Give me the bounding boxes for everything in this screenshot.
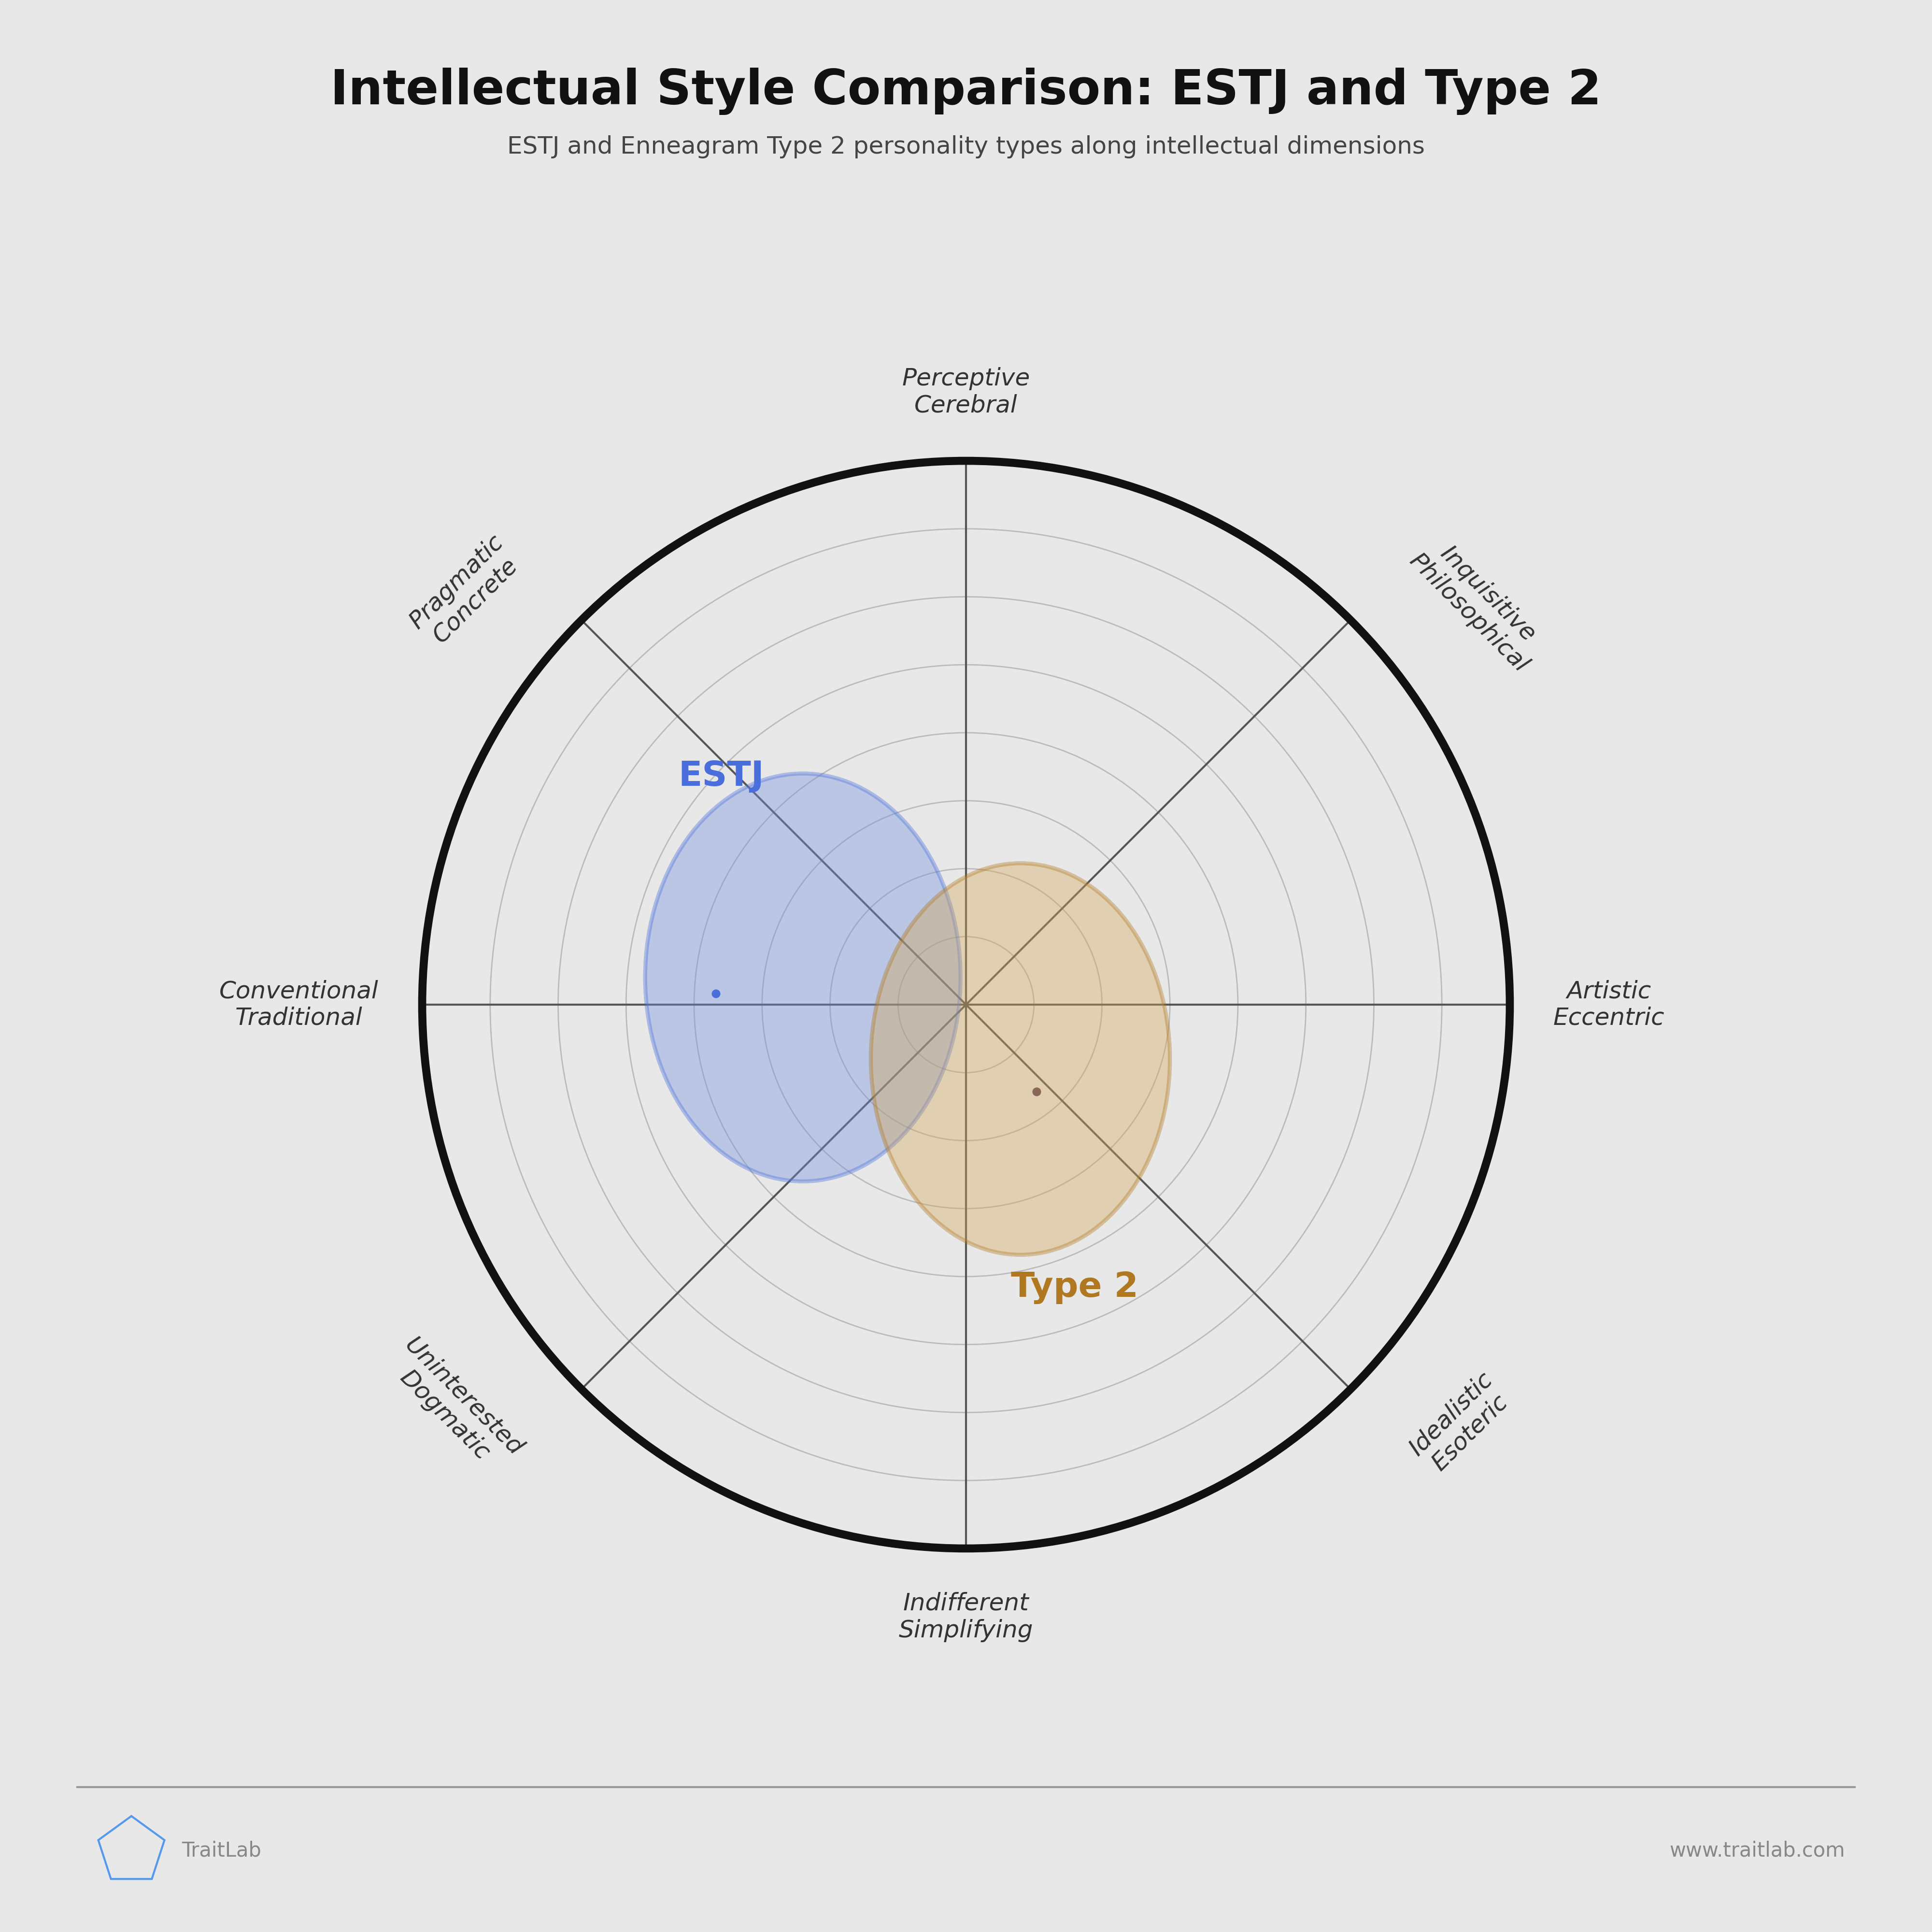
Text: ESTJ: ESTJ	[678, 759, 765, 792]
Text: Intellectual Style Comparison: ESTJ and Type 2: Intellectual Style Comparison: ESTJ and …	[330, 68, 1602, 116]
Ellipse shape	[645, 773, 960, 1180]
Text: Conventional
Traditional: Conventional Traditional	[220, 980, 379, 1030]
Text: Idealistic
Esoteric: Idealistic Esoteric	[1405, 1368, 1517, 1478]
Text: Pragmatic
Concrete: Pragmatic Concrete	[406, 531, 527, 653]
Text: www.traitlab.com: www.traitlab.com	[1669, 1841, 1845, 1861]
Ellipse shape	[871, 864, 1171, 1254]
Text: Artistic
Eccentric: Artistic Eccentric	[1553, 980, 1665, 1030]
Text: Type 2: Type 2	[1010, 1271, 1138, 1304]
Text: ESTJ and Enneagram Type 2 personality types along intellectual dimensions: ESTJ and Enneagram Type 2 personality ty…	[506, 135, 1426, 158]
Text: TraitLab: TraitLab	[182, 1841, 261, 1861]
Text: Uninterested
Dogmatic: Uninterested Dogmatic	[381, 1333, 527, 1478]
Text: Inquisitive
Philosophical: Inquisitive Philosophical	[1405, 531, 1551, 676]
Text: Perceptive
Cerebral: Perceptive Cerebral	[902, 367, 1030, 417]
Text: Indifferent
Simplifying: Indifferent Simplifying	[898, 1592, 1034, 1642]
